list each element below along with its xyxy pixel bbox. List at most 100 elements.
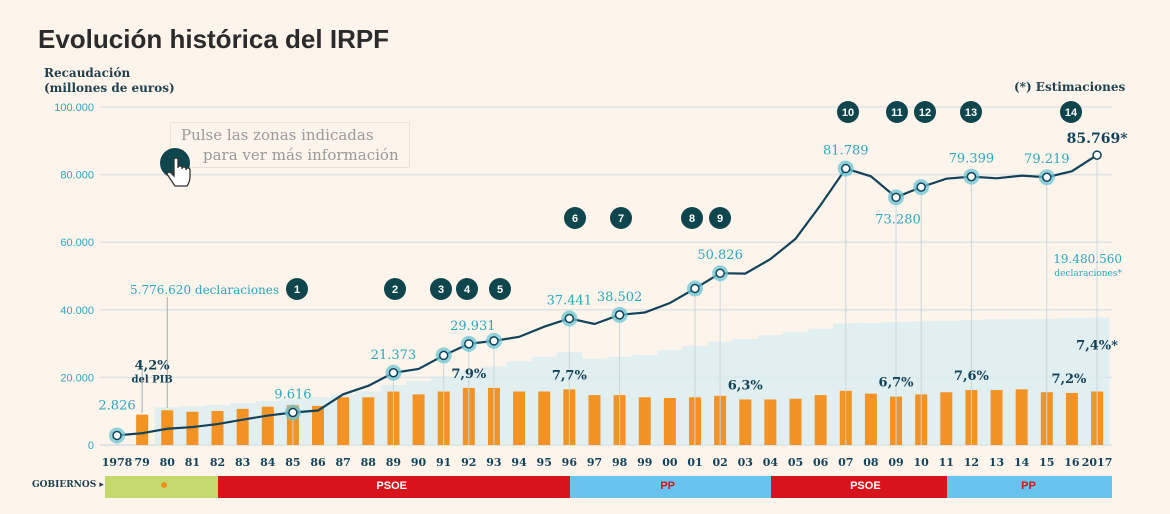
bar-1984 (261, 406, 274, 445)
x-tick-label: 13 (989, 456, 1004, 469)
party-logo-psoe: PSOE (376, 480, 407, 492)
party-logo-pp: PP (1021, 480, 1036, 492)
x-tick-label: 03 (738, 456, 753, 469)
hint-box: Pulse las zonas indicadas para ver más i… (170, 122, 410, 168)
bar-1980 (161, 410, 174, 445)
bar-1990 (412, 394, 425, 445)
y-axis-label-line1: Recaudación (44, 66, 131, 80)
info-marker-label-5[interactable]: 5 (497, 284, 503, 296)
point-2009 (891, 192, 901, 203)
value-label-1998: 38.502 (597, 290, 643, 305)
x-tick-label: 87 (336, 456, 351, 469)
bar-1981 (186, 411, 199, 445)
x-tick-label: 86 (310, 456, 326, 469)
hint-line2: para ver más información (203, 146, 399, 164)
y-tick-label: 60.000 (60, 237, 94, 249)
info-marker-label-2[interactable]: 2 (392, 284, 398, 296)
bar-2008 (864, 393, 877, 445)
bar-2016 (1065, 392, 1078, 445)
estimates-note: (*) Estimaciones (1014, 80, 1126, 94)
info-marker-4[interactable] (456, 278, 478, 300)
info-marker-2[interactable] (384, 278, 406, 300)
x-tick-label: 98 (612, 456, 628, 469)
x-tick-label: 94 (511, 456, 527, 469)
info-marker-6[interactable] (564, 207, 586, 229)
pointer-hand-icon (160, 148, 191, 187)
party-logo-psoe: PSOE (850, 480, 881, 492)
value-label-1996: 37.441 (547, 293, 593, 308)
x-tick-label: 92 (461, 456, 476, 469)
x-tick-label: 08 (863, 456, 879, 469)
value-label-2015: 79.219 (1024, 152, 1070, 167)
x-tick-label: 10 (914, 456, 930, 469)
info-marker-12[interactable] (914, 101, 936, 123)
bar-2000 (663, 398, 676, 445)
ucd-logo-icon: ● (160, 476, 169, 492)
x-tick-label: 83 (235, 456, 250, 469)
point-1991 (438, 350, 449, 361)
info-marker-label-13[interactable]: 13 (965, 107, 977, 119)
y-tick-label: 80.000 (60, 170, 94, 182)
info-marker-13[interactable] (960, 101, 982, 123)
x-tick-label: 07 (838, 456, 853, 469)
info-marker-7[interactable] (610, 207, 632, 229)
governments-label-text: GOBIERNOS (32, 480, 97, 490)
government-psoe-1: PSOE (218, 476, 570, 498)
x-tick-label: 93 (486, 456, 501, 469)
bar-1999 (638, 397, 651, 445)
info-marker-label-9[interactable]: 9 (717, 213, 723, 225)
value-label-2012: 79.399 (949, 152, 995, 167)
info-marker-label-14[interactable]: 14 (1065, 107, 1078, 119)
x-tick-label: 11 (939, 456, 954, 469)
bar-1995 (538, 391, 551, 445)
info-marker-9[interactable] (709, 207, 731, 229)
value-label-1992: 29.931 (450, 319, 496, 334)
pct-label-2016: 7,2% (1051, 372, 1087, 387)
x-tick-label: 99 (637, 456, 652, 469)
point-2001 (690, 283, 700, 294)
bar-1983 (236, 408, 249, 445)
info-marker-label-11[interactable]: 11 (891, 107, 903, 119)
x-tick-label: 84 (260, 456, 276, 469)
value-label-2002: 50.826 (697, 248, 743, 263)
info-marker-label-7[interactable]: 7 (618, 213, 624, 225)
info-marker-3[interactable] (430, 278, 452, 300)
info-marker-11[interactable] (886, 101, 908, 123)
y-axis-label: Recaudación (millones de euros) (44, 66, 175, 96)
x-tick-label: 00 (662, 456, 678, 469)
info-marker-label-1[interactable]: 1 (294, 284, 300, 296)
info-marker-1[interactable] (286, 278, 308, 300)
bar-1997 (588, 395, 601, 445)
info-marker-label-3[interactable]: 3 (438, 284, 444, 296)
info-marker-8[interactable] (681, 207, 703, 229)
info-marker-label-12[interactable]: 12 (919, 107, 931, 119)
bar-2004 (764, 399, 777, 445)
info-marker-5[interactable] (489, 278, 511, 300)
info-marker-label-4[interactable]: 4 (464, 284, 471, 296)
pib-label: 4,2% (135, 359, 171, 374)
point-2017 (1092, 150, 1102, 160)
x-tick-label: 96 (562, 456, 578, 469)
info-marker-label-8[interactable]: 8 (689, 213, 695, 225)
info-marker-label-6[interactable]: 6 (572, 213, 578, 225)
x-tick-label: 79 (134, 456, 149, 469)
x-tick-label: 01 (687, 456, 702, 469)
x-tick-label: 81 (185, 456, 200, 469)
hand-glyph-icon (166, 158, 191, 187)
declarations-label-1980: 5.776.620 declaraciones (130, 283, 279, 297)
bar-1986 (312, 405, 325, 445)
point-1989 (388, 368, 399, 378)
x-tick-label: 91 (436, 456, 451, 469)
chart-title: Evolución histórica del IRPF (38, 24, 390, 54)
x-tick-label: 15 (1039, 456, 1054, 469)
y-tick-label: 40.000 (60, 305, 94, 317)
info-marker-10[interactable] (837, 101, 859, 123)
point-2002 (715, 268, 725, 278)
info-marker-14[interactable] (1060, 101, 1082, 123)
x-tick-label: 82 (210, 456, 225, 469)
value-label-1978: 2.826 (98, 398, 135, 413)
point-1985 (288, 407, 298, 418)
bar-2014 (1015, 389, 1028, 445)
info-marker-label-10[interactable]: 10 (842, 107, 854, 119)
